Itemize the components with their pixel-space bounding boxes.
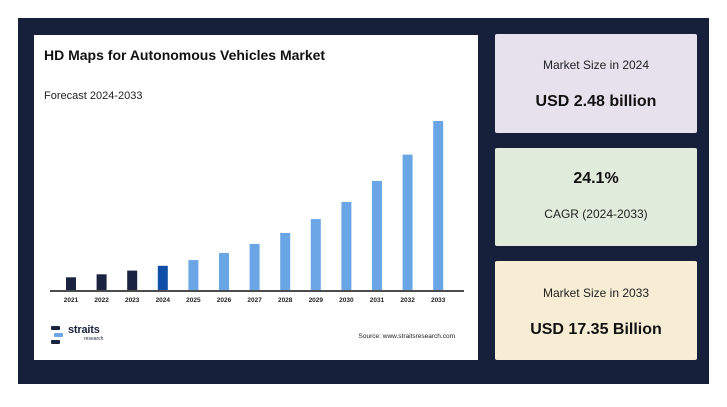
x-tick-label: 2022 (94, 297, 109, 304)
cagr-card: 24.1% CAGR (2024-2033) (495, 148, 697, 246)
bar-chart: 2021 2022 2023 2024 2025 2026 2027 2028 2029 2030… (50, 121, 464, 304)
bar-2031 (372, 180, 382, 290)
x-tick-label: 2027 (247, 297, 262, 304)
x-tick-label: 2032 (400, 297, 415, 304)
x-tick-label: 2025 (186, 297, 201, 304)
x-tick-label: 2029 (309, 297, 324, 304)
card-value: USD 2.48 billion (535, 93, 657, 110)
card-label: CAGR (2024-2033) (544, 207, 648, 221)
bar-2032 (402, 154, 413, 290)
market-size-2024-card: Market Size in 2024 USD 2.48 billion (495, 34, 697, 133)
straits-logo: straits research (51, 324, 111, 346)
x-tick-label: 2023 (125, 297, 140, 304)
card-value: USD 17.35 Billion (530, 321, 662, 338)
bar-2023 (127, 270, 138, 290)
source-note: Source: www.straitsresearch.com (358, 333, 455, 340)
card-label: Market Size in 2033 (542, 286, 650, 300)
x-tick-label: 2033 (431, 297, 446, 304)
logo-tagline: research (84, 336, 104, 342)
logo-wordmark: straits (68, 324, 100, 336)
x-tick-label: 2031 (370, 297, 385, 304)
bar-2033 (433, 121, 444, 290)
bar-2028 (280, 232, 291, 290)
bar-2027 (249, 243, 260, 290)
x-tick-label: 2028 (278, 297, 293, 304)
straits-logo-icon (51, 326, 63, 344)
chart-panel: HD Maps for Autonomous Vehicles Market F… (34, 35, 478, 360)
bar-2030 (341, 202, 352, 290)
bar-2026 (219, 252, 229, 290)
x-tick-label: 2021 (64, 297, 79, 304)
bar-2022 (96, 274, 107, 290)
market-size-2033-card: Market Size in 2033 USD 17.35 Billion (495, 261, 697, 360)
x-tick-label: 2024 (156, 297, 171, 304)
chart-title: HD Maps for Autonomous Vehicles Market (44, 47, 326, 63)
card-value: 24.1% (573, 170, 619, 187)
bar-2024 (157, 265, 168, 290)
x-tick-label: 2030 (339, 297, 354, 304)
x-tick-label: 2026 (217, 297, 232, 304)
bar-2029 (310, 219, 321, 290)
card-label: Market Size in 2024 (542, 58, 650, 72)
chart-subtitle: Forecast 2024-2033 (44, 90, 143, 102)
bar-2025 (188, 260, 199, 290)
bar-2021 (66, 277, 76, 290)
